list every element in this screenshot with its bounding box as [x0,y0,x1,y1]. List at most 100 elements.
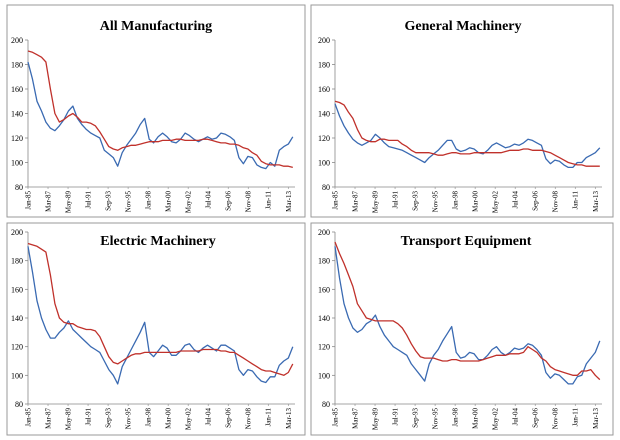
y-tick-label: 120 [11,343,23,352]
x-tick-label: Sep-93 [105,408,113,428]
x-tick-label: Mar-13 [285,191,293,212]
x-tick-label: Jul-91 [392,408,400,426]
x-tick-label: Mar-87 [352,191,360,212]
x-tick-label: Mar-87 [352,408,360,429]
x-tick-label: Nov-08 [552,408,560,430]
x-tick-label: Sep-06 [532,408,540,428]
panel-border [6,222,306,436]
x-tick-label: Jan-11 [572,191,580,210]
x-tick-label: Sep-93 [105,191,113,211]
chart-title: Electric Machinery [100,234,215,249]
y-tick-label: 180 [318,257,330,266]
x-tick-label: Jul-04 [512,191,520,209]
y-tick-label: 80 [15,400,23,409]
x-tick-label: Nov-95 [125,408,133,430]
x-tick-label: Mar-87 [45,191,53,212]
x-tick-label: May-89 [372,408,380,431]
y-tick-label: 180 [11,257,23,266]
y-tick-label: 200 [11,228,23,237]
y-tick-label: 100 [318,371,330,380]
y-tick-label: 140 [11,314,23,323]
y-tick-label: 200 [318,228,330,237]
y-tick-label: 120 [318,343,330,352]
x-tick-label: Mar-00 [472,191,480,212]
x-tick-label: May-02 [185,408,193,431]
series-line-blue [27,246,294,385]
x-tick-label: Mar-00 [165,408,173,429]
series-line-red [334,241,601,381]
y-tick-label: 120 [318,134,330,143]
y-tick-label: 100 [318,159,330,168]
x-tick-label: Nov-08 [552,191,560,213]
x-tick-label: May-02 [492,408,500,431]
x-tick-label: Jan-11 [265,408,273,427]
x-tick-label: May-02 [492,191,500,214]
y-tick-label: 80 [322,400,330,409]
y-tick-label: 180 [11,61,23,70]
chart-title: Transport Equipment [401,234,532,249]
y-tick-label: 180 [318,61,330,70]
y-tick-label: 100 [11,371,23,380]
x-tick-label: Jul-04 [205,408,213,426]
y-tick-label: 160 [11,85,23,94]
x-tick-label: Jul-91 [85,191,93,209]
x-tick-label: Sep-93 [412,191,420,211]
x-tick-label: Jan-85 [332,408,340,427]
y-tick-label: 80 [15,183,23,192]
x-tick-label: Jul-91 [85,408,93,426]
x-tick-label: Jul-91 [392,191,400,209]
x-tick-label: Mar-00 [472,408,480,429]
x-tick-label: Sep-06 [225,191,233,211]
x-tick-label: Jan-11 [265,191,273,210]
y-tick-label: 160 [318,85,330,94]
x-tick-label: Nov-95 [125,191,133,213]
x-tick-label: Jan-85 [25,191,33,210]
x-tick-label: Mar-00 [165,191,173,212]
x-tick-label: May-89 [372,191,380,214]
y-tick-label: 120 [11,134,23,143]
chart-panel-transport-equipment: Transport Equipment 80 100 120 140 160 180 200… [310,222,614,436]
y-tick-label: 140 [318,110,330,119]
chart-title: All Manufacturing [100,19,212,34]
series-line-red [334,100,600,167]
series-line-red [27,50,293,169]
x-tick-label: Jan-98 [145,191,153,210]
y-tick-label: 160 [11,285,23,294]
x-tick-label: May-02 [185,191,193,214]
y-tick-label: 140 [11,110,23,119]
series-line-blue [334,246,601,385]
series-line-blue [334,103,601,169]
series-line-red [27,242,294,376]
x-tick-label: Nov-95 [432,191,440,213]
x-tick-label: Jan-85 [25,408,33,427]
x-tick-label: May-89 [65,191,73,214]
x-tick-label: Sep-06 [532,191,540,211]
series-line-blue [27,61,294,170]
x-tick-label: Jan-98 [145,408,153,427]
x-tick-label: Jan-98 [452,408,460,427]
chart-title: General Machinery [404,19,521,34]
x-tick-label: Mar-13 [285,408,293,429]
x-tick-label: Jan-85 [332,191,340,210]
chart-panel-electric-machinery: Electric Machinery 80 100 120 140 160 180 200 J… [6,222,306,436]
x-tick-label: May-89 [65,408,73,431]
x-tick-label: Nov-08 [245,408,253,430]
chart-panel-general-machinery: General Machinery 80 100 120 140 160 180 200 Ja… [310,4,614,218]
y-tick-label: 200 [318,36,330,45]
x-tick-label: Jan-98 [452,191,460,210]
x-tick-label: Jul-04 [512,408,520,426]
x-tick-label: Jul-04 [205,191,213,209]
x-tick-label: Sep-06 [225,408,233,428]
x-tick-label: Mar-87 [45,408,53,429]
panel-border [6,4,306,218]
chart-panel-all-manufacturing: All Manufacturing 80 100 120 140 160 180 200 Ja… [6,4,306,218]
x-tick-label: Sep-93 [412,408,420,428]
y-tick-label: 140 [318,314,330,323]
y-tick-label: 160 [318,285,330,294]
y-tick-label: 200 [11,36,23,45]
y-tick-label: 100 [11,159,23,168]
x-tick-label: Nov-95 [432,408,440,430]
x-tick-label: Jan-11 [572,408,580,427]
panel-border [310,222,614,436]
